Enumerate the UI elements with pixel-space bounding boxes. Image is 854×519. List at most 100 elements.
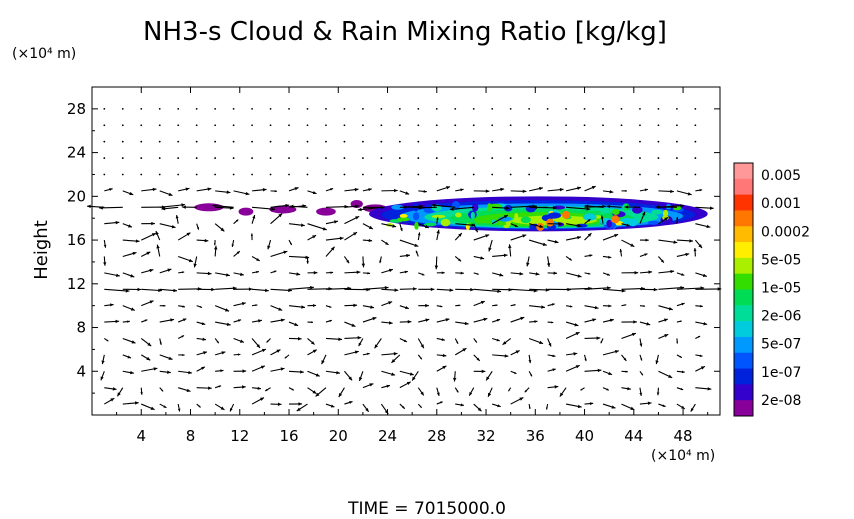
- wind-arrowhead: [312, 390, 317, 394]
- wind-dot: [140, 140, 143, 143]
- wind-arrowhead: [485, 189, 490, 193]
- wind-arrowhead: [353, 303, 358, 308]
- wind-dot: [472, 107, 475, 110]
- wind-arrowhead: [559, 187, 564, 192]
- wind-arrowhead: [151, 233, 156, 237]
- wind-arrowhead: [597, 368, 602, 373]
- wind-dot: [140, 157, 143, 159]
- wind-dot: [288, 140, 290, 143]
- wind-arrowhead: [584, 204, 589, 208]
- wind-dot: [694, 124, 697, 127]
- wind-arrowhead: [406, 381, 411, 386]
- plot-frame: [91, 86, 721, 416]
- wind-arrow: [99, 206, 123, 209]
- wind-arrowhead: [456, 390, 459, 393]
- wind-arrowhead: [237, 353, 241, 356]
- wind-arrowhead: [542, 242, 547, 246]
- wind-arrowhead: [310, 341, 315, 345]
- wind-arrowhead: [420, 344, 424, 349]
- wind-arrowhead: [486, 376, 490, 381]
- x-tick-label: 16: [279, 427, 298, 445]
- wind-arrowhead: [198, 405, 201, 408]
- wind-arrowhead: [101, 360, 105, 365]
- wind-arrowhead: [519, 272, 524, 276]
- wind-arrowhead: [699, 189, 703, 192]
- wind-arrowhead: [354, 187, 359, 192]
- wind-arrowhead: [296, 272, 301, 276]
- wind-arrowhead: [336, 370, 340, 375]
- y-tick-label: 20: [67, 187, 86, 205]
- wind-arrowhead: [196, 227, 200, 230]
- y-tick-label: 24: [67, 144, 86, 162]
- wind-dot: [306, 157, 309, 159]
- wind-arrowhead: [699, 304, 703, 308]
- colorbar-label: 1e-07: [761, 365, 801, 381]
- cloud-cell: [470, 211, 475, 220]
- wind-arrowhead: [370, 305, 375, 309]
- wind-arrowhead: [643, 305, 646, 307]
- wind-dot: [694, 157, 697, 159]
- wind-arrow: [325, 287, 352, 290]
- wind-dot: [694, 107, 697, 110]
- colorbar-swatch: [734, 242, 753, 259]
- y-axis: 4 8 12 16 20 24 28: [67, 100, 720, 394]
- wind-arrowhead: [474, 228, 478, 233]
- wind-arrowhead: [436, 217, 439, 220]
- wind-arrowhead: [495, 304, 498, 307]
- wind-arrowhead: [476, 272, 479, 275]
- wind-arrowhead: [698, 336, 701, 338]
- wind-arrowhead: [368, 188, 372, 192]
- wind-arrowhead: [584, 358, 587, 362]
- wind-arrowhead: [535, 272, 540, 276]
- wind-arrowhead: [163, 405, 167, 408]
- wind-dot: [676, 173, 678, 176]
- colorbar-label: 2e-08: [761, 393, 801, 409]
- wind-arrowhead: [417, 232, 421, 236]
- wind-arrowhead: [208, 386, 212, 390]
- wind-arrowhead: [106, 339, 109, 342]
- wind-dot: [325, 107, 327, 110]
- cloud-fragment: [316, 207, 336, 216]
- wind-arrowhead: [608, 371, 613, 375]
- wind-arrowhead: [115, 220, 120, 225]
- wind-arrowhead: [488, 247, 492, 252]
- wind-dot: [288, 124, 290, 127]
- wind-arrowhead: [144, 319, 148, 322]
- wind-dot: [251, 140, 253, 143]
- wind-arrowhead: [424, 224, 429, 229]
- wind-dot: [343, 124, 346, 127]
- wind-arrowhead: [681, 405, 685, 409]
- wind-vectors: [87, 107, 722, 415]
- wind-arrowhead: [226, 190, 231, 194]
- colorbar-label: 0.001: [761, 196, 801, 212]
- wind-arrowhead: [441, 338, 445, 341]
- wind-arrowhead: [359, 376, 363, 381]
- wind-arrowhead: [630, 243, 635, 247]
- wind-arrow: [288, 286, 314, 290]
- wind-dot: [362, 173, 364, 176]
- wind-dot: [232, 173, 235, 176]
- wind-arrowhead: [100, 376, 104, 381]
- wind-arrowhead: [355, 216, 360, 220]
- x-axis-unit: (×10⁴ m): [651, 448, 715, 464]
- wind-dot: [528, 140, 531, 143]
- wind-arrowhead: [255, 304, 258, 307]
- wind-arrowhead: [569, 257, 572, 261]
- wind-arrowhead: [496, 318, 501, 322]
- wind-arrowhead: [394, 288, 399, 292]
- wind-dot: [177, 157, 180, 159]
- wind-arrowhead: [181, 203, 186, 207]
- wind-arrowhead: [338, 393, 343, 398]
- wind-dot: [214, 124, 217, 127]
- wind-arrowhead: [548, 343, 552, 347]
- wind-dot: [103, 157, 106, 159]
- wind-arrowhead: [545, 407, 548, 410]
- wind-dot: [491, 140, 494, 143]
- wind-arrowhead: [242, 385, 246, 389]
- wind-dot: [214, 173, 217, 176]
- wind-arrowhead: [284, 356, 287, 359]
- wind-arrowhead: [506, 206, 510, 210]
- colorbar-label: 5e-05: [761, 252, 801, 268]
- wind-dot: [472, 124, 475, 127]
- wind-dot: [343, 140, 346, 143]
